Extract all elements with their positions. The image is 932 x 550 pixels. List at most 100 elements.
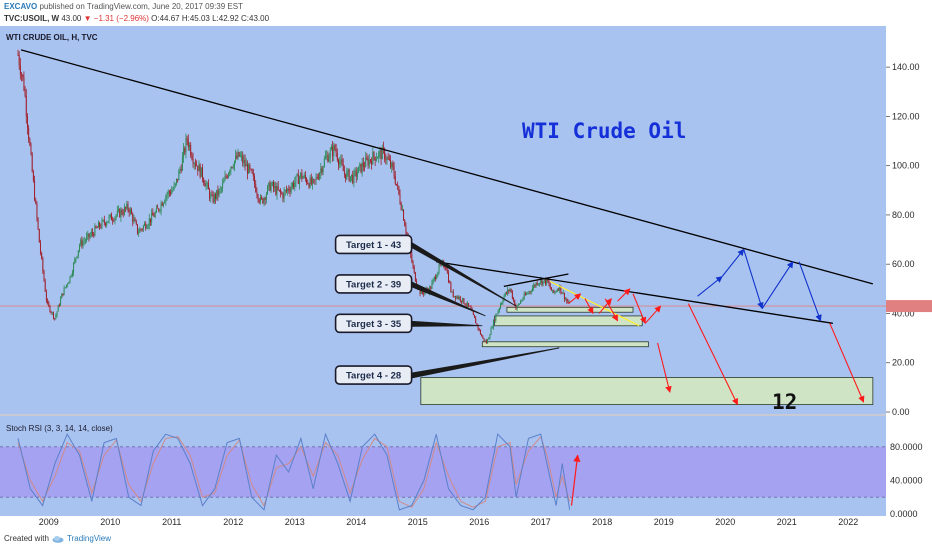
candle-body [321,168,323,173]
candle-body [165,195,167,202]
candle-body [258,199,260,202]
candle-body [514,300,516,306]
target-box-4 [334,365,413,385]
candle-body [375,158,377,161]
candle-body [349,176,351,181]
candle-body [184,148,186,153]
time-tick-4: 2013 [285,517,305,527]
candle-body [274,186,276,188]
price-tick-0: 140.00 [892,62,920,72]
red-arrow-2 [584,298,594,315]
candle-body [203,178,205,184]
candle-body [254,176,256,185]
candle-body [367,159,369,166]
candle-body [60,298,62,306]
candle-body [159,210,161,211]
candle-body [295,175,297,183]
candle-body [338,159,340,165]
candle-body [372,152,374,165]
candle-body [106,222,108,226]
target-labels[interactable]: Target 1 - 43 Target 2 - 39 Target 3 - 35 T… [334,234,413,385]
candle-body [213,194,215,203]
zone-bottom [420,377,874,406]
trendlines[interactable] [20,49,874,327]
candle-body [553,289,555,293]
candle-body [476,323,478,325]
target-box-3 [334,313,413,334]
candle-body [199,164,201,177]
bottom-target-label: 12 [772,390,797,414]
candle-body [384,148,386,160]
price-tick-2: 100.00 [892,161,920,171]
candle-body [561,292,563,294]
candle-body [380,150,382,160]
candle-body [127,203,129,210]
candle-body [510,288,512,292]
candle-body [177,178,179,181]
candle-body [307,183,309,184]
candle-body [543,279,545,281]
author-name[interactable]: EXCAVO [4,2,38,11]
candle-body [51,312,53,314]
candle-body [257,194,259,200]
candle-body [79,244,80,251]
candle-body [509,288,511,292]
blue-arrow-1 [697,276,723,297]
candle-body [497,310,499,314]
candle-body [531,288,533,292]
candle-body [562,292,564,294]
candle-body [470,306,472,310]
time-tick-3: 2012 [223,517,243,527]
price-axis[interactable] [886,26,932,516]
candle-body [265,194,267,201]
candle-body [170,192,172,194]
candle-body [416,281,418,285]
candle-body [263,197,265,204]
candle-body [249,164,251,170]
candle-body [360,163,362,173]
trendline-long-downtrend [20,49,874,285]
candle-body [126,203,128,209]
candle-body [381,147,383,160]
candle-body [158,208,160,211]
candle-body [339,161,341,165]
candle-body [529,291,531,293]
candle-body [566,299,568,302]
candle-body [242,155,244,163]
candle-body [45,291,47,301]
candle-body [22,74,24,77]
candle-body [89,235,91,238]
candle-body [547,278,549,283]
candle-body [464,303,466,306]
candle-body [190,144,192,156]
candle-body [26,116,28,128]
candle-body [268,182,270,187]
time-axis[interactable] [0,516,932,528]
pane-divider[interactable] [0,414,886,416]
candle-body [374,156,376,161]
candle-body [288,188,290,191]
candle-body [289,190,291,192]
candle-body [379,150,381,153]
projection-arrows[interactable] [568,248,865,406]
candle-body [262,198,264,204]
candle-body [192,159,194,164]
candle-body [555,291,557,293]
candle-body [216,189,218,199]
candle-body [487,339,489,344]
candle-body [362,162,364,167]
candle-body [303,175,305,178]
tradingview-brand[interactable]: TradingView [67,534,112,543]
candle-body [541,280,543,285]
candle-body [334,145,336,150]
chart-canvas[interactable]: Target 1 - 43 Target 2 - 39 Target 3 - 35 T… [0,26,932,528]
candle-body [140,229,142,230]
candle-body [537,283,539,285]
candle-body [218,189,220,196]
ohlc-values: O:44.67 H:45.03 L:42.92 C:43.00 [151,14,270,23]
time-tick-9: 2018 [592,517,612,527]
candle-body [424,291,426,295]
candle-body [361,162,363,173]
candle-body [109,214,111,217]
candle-body [517,304,519,306]
